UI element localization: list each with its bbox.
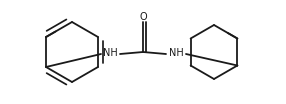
Text: NH: NH [103,48,117,58]
Text: NH: NH [169,48,183,58]
Text: O: O [140,12,147,22]
